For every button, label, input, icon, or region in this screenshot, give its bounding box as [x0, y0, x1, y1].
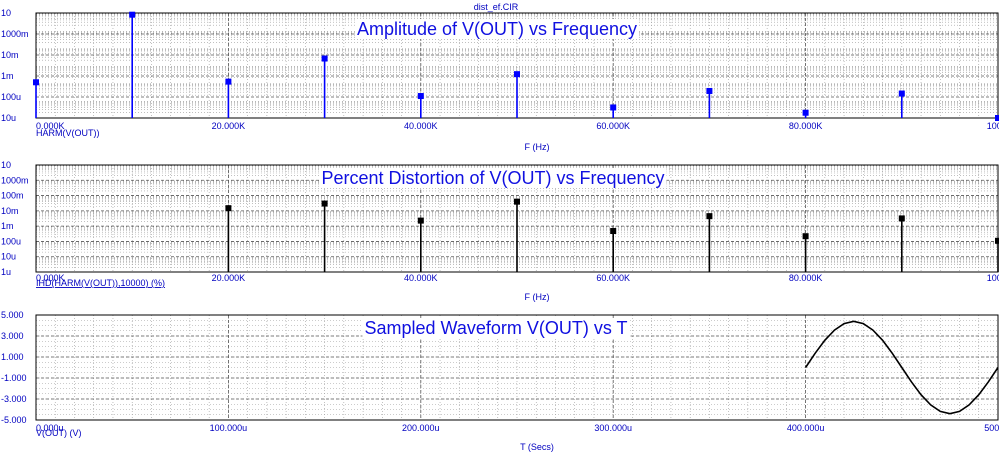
chart-title: Amplitude of V(OUT) vs Frequency — [357, 19, 637, 39]
y-tick-label: -3.000 — [1, 394, 27, 404]
chart-title: Percent Distortion of V(OUT) vs Frequenc… — [321, 168, 664, 188]
y-tick-label: 10m — [1, 50, 19, 60]
x-tick-label: 400.000u — [787, 423, 825, 433]
harmonic-marker — [321, 200, 328, 207]
harmonic-marker — [802, 109, 809, 116]
file-title: dist_ef.CIR — [474, 2, 519, 12]
harmonic-marker — [610, 228, 617, 235]
harmonic-marker — [321, 55, 328, 62]
harmonic-marker — [995, 237, 999, 244]
y-axis-label: HARM(V(OUT)) — [36, 128, 100, 138]
x-tick-label: 0.000u — [36, 423, 64, 433]
y-tick-label: 5.000 — [1, 310, 24, 320]
waveform-line — [804, 320, 999, 415]
harmonic-marker — [33, 79, 39, 86]
harmonic-marker — [802, 233, 809, 240]
x-tick-label: 80.000K — [789, 273, 823, 283]
harmonic-marker — [225, 205, 232, 212]
chart-title: Sampled Waveform V(OUT) vs T — [364, 318, 627, 338]
y-tick-label: 10m — [1, 206, 19, 216]
harmonic-marker — [706, 87, 713, 94]
plot-panel-3 — [35, 314, 999, 421]
harmonic-marker — [610, 104, 617, 111]
harmonic-marker — [995, 115, 999, 121]
x-tick-label: 0.000K — [36, 121, 65, 131]
harmonic-marker — [417, 217, 424, 224]
x-tick-label: 100.000u — [210, 423, 248, 433]
x-axis-label: T (Secs) — [520, 442, 554, 452]
x-tick-label: 300.000u — [594, 423, 632, 433]
harmonic-marker — [225, 78, 232, 85]
harmonic-marker — [706, 213, 713, 220]
y-tick-label: 100u — [1, 236, 21, 246]
plot-panel-2 — [35, 164, 999, 273]
x-axis-label: F (Hz) — [525, 292, 550, 302]
x-axis-label: F (Hz) — [525, 142, 550, 152]
x-tick-label: 40.000K — [404, 121, 438, 131]
x-tick-label: 100.0 — [987, 121, 999, 131]
y-tick-label: 10u — [1, 113, 16, 123]
x-tick-label: 200.000u — [402, 423, 440, 433]
x-tick-label: 20.000K — [212, 273, 246, 283]
y-tick-label: 100m — [1, 191, 24, 201]
chart-title-background — [319, 168, 667, 188]
y-axis-label: V(OUT) (V) — [36, 428, 82, 438]
y-tick-label: 10u — [1, 252, 16, 262]
y-tick-label: 10 — [1, 160, 11, 170]
y-tick-label: 3.000 — [1, 331, 24, 341]
x-tick-label: 40.000K — [404, 273, 438, 283]
x-tick-label: 0.000K — [36, 273, 65, 283]
harmonic-marker — [898, 215, 905, 222]
y-tick-label: 1000m — [1, 29, 29, 39]
y-axis-label: IHD(HARM(V(OUT)),10000) (%) — [36, 278, 165, 288]
x-tick-label: 60.000K — [596, 273, 630, 283]
y-tick-label: 10 — [1, 8, 11, 18]
harmonic-marker — [417, 93, 424, 100]
x-tick-label: 20.000K — [212, 121, 246, 131]
plot-panel-1 — [33, 11, 999, 121]
harmonic-marker — [514, 71, 520, 78]
harmonic-marker — [514, 198, 520, 205]
chart-title-background — [362, 318, 630, 338]
y-tick-label: 1m — [1, 71, 14, 81]
x-tick-label: 60.000K — [596, 121, 630, 131]
x-tick-label: 500.00 — [984, 423, 999, 433]
chart-title-background — [354, 19, 640, 39]
y-tick-label: -5.000 — [1, 415, 27, 425]
y-tick-label: 1u — [1, 267, 11, 277]
y-tick-label: 1m — [1, 221, 14, 231]
harmonic-marker — [129, 11, 136, 18]
harmonic-marker — [898, 90, 905, 97]
y-tick-label: 100u — [1, 92, 21, 102]
x-tick-label: 80.000K — [789, 121, 823, 131]
y-tick-label: 1.000 — [1, 352, 24, 362]
x-tick-label: 100.0 — [987, 273, 999, 283]
y-tick-label: 1000m — [1, 175, 29, 185]
y-tick-label: -1.000 — [1, 373, 27, 383]
